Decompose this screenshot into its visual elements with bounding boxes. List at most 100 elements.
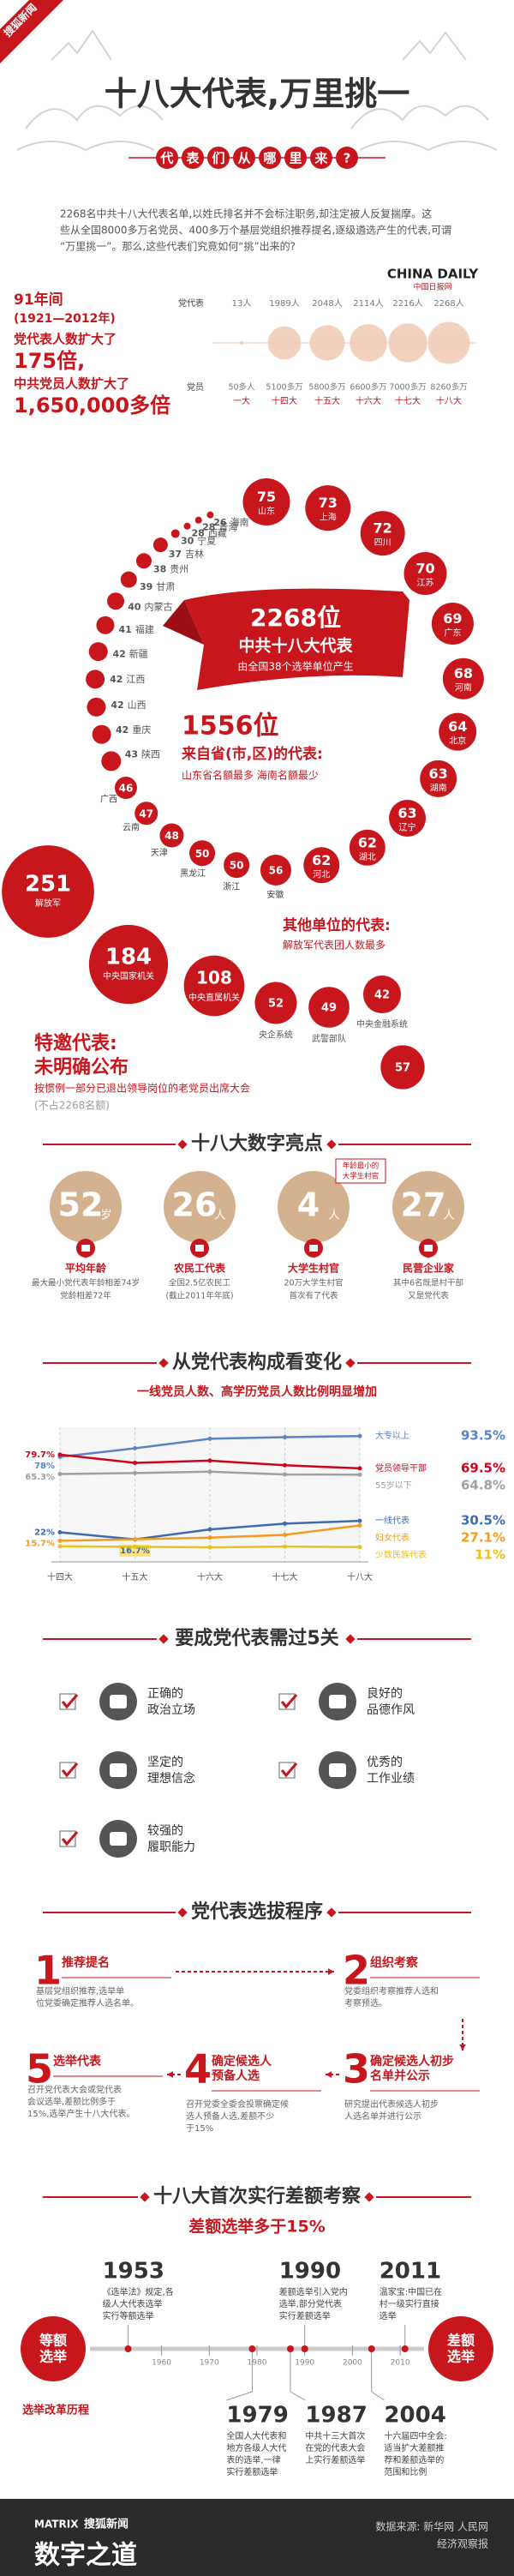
legend-name: 55岁以下 <box>375 1480 412 1491</box>
subtitle-disc <box>284 147 307 169</box>
highlight-disc <box>50 1171 122 1243</box>
value-label: 16.7% <box>120 1546 150 1556</box>
congress-name: 十六大 <box>356 395 381 406</box>
event-year: 2004 <box>384 2403 445 2429</box>
step-text: 会议选举,差额比例多于 <box>27 2096 116 2107</box>
province-name: 辽宁 <box>399 821 416 832</box>
highlight-unit: 人 <box>214 1210 225 1222</box>
subtitle-char: 代 <box>159 151 173 166</box>
checkbox <box>278 1762 296 1779</box>
logo-ribbon <box>0 0 63 63</box>
province-label: 28 青海 <box>202 521 237 533</box>
step-text: 研究提出代表候选人初步 <box>344 2099 439 2110</box>
source-logo-sub: 中国日报网 <box>413 282 451 292</box>
event-text: 《选举法》规定,各 <box>103 2286 174 2297</box>
delegates-count: 2048人 <box>312 298 342 309</box>
x-tick-label: 1980 <box>248 2359 267 2368</box>
province-name: 北京 <box>449 736 466 747</box>
highlight-note: (截止2011年年底) <box>165 1291 233 1301</box>
summary-provincial-desc: 来自省(市,区)的代表: <box>181 745 323 763</box>
header-diamond <box>177 1907 188 1918</box>
highlight-unit: 人 <box>328 1210 339 1222</box>
unit-value: 251 <box>25 872 71 898</box>
timeline-end-text: 选举 <box>39 2349 68 2365</box>
growth-factor: 175倍, <box>14 349 85 373</box>
province-value: 46 <box>119 783 134 795</box>
cloud <box>25 105 164 129</box>
province-value: 73 <box>319 495 338 511</box>
value-label: 27.1% <box>461 1530 505 1546</box>
event-text: 中共十三大首次 <box>305 2430 365 2441</box>
growth-period: 91年间 <box>14 291 63 309</box>
province-name: 陕西 <box>141 748 160 760</box>
step-number: 1 <box>34 1948 62 1994</box>
series-point <box>57 1544 63 1549</box>
step-text: 考察预选。 <box>344 1997 387 2009</box>
header-diamond <box>326 1139 337 1150</box>
event-text: 在党的代表大会 <box>305 2442 365 2453</box>
event-text: 全国人大代表和 <box>226 2430 286 2441</box>
banner <box>184 588 409 690</box>
footer-source: 数据来源: 新华网 人民网 <box>375 2520 488 2533</box>
member-bubble <box>309 325 345 361</box>
section-title: 十八大首次实行差额考察 <box>153 2185 362 2207</box>
highlight-note: 最大最小党代表年龄相差74岁 <box>32 1278 140 1288</box>
province-value: 43 <box>125 749 138 760</box>
highlight-label: 大学生村官 <box>288 1262 339 1275</box>
province-value: 70 <box>415 561 434 577</box>
event-stem <box>226 2349 253 2401</box>
timeline-end <box>428 2316 493 2381</box>
highlight-note: 其中6名既是村干部 <box>393 1278 463 1288</box>
x-tick-label: 十五大 <box>123 1571 148 1582</box>
highlight-icon-glyph <box>81 1245 90 1252</box>
province-name: 内蒙古 <box>145 601 173 613</box>
province-name: 河南 <box>455 682 472 694</box>
series-point <box>133 1544 137 1549</box>
pine <box>51 29 112 61</box>
cloud <box>16 141 155 152</box>
series-point <box>207 1527 212 1532</box>
checkmark <box>280 1762 298 1778</box>
intro-line: 2268名中共十八大代表名单,以姓氏排名并不会标注职务,却注定被人反复揣摩。这 <box>60 207 432 220</box>
event-stem <box>290 2349 306 2401</box>
province-value: 30 <box>181 536 194 547</box>
highlight-icon-glyph <box>424 1245 433 1252</box>
congress-name: 十五大 <box>314 395 340 406</box>
highlight-note: 首次有了代表 <box>289 1291 338 1301</box>
province-name: 湖北 <box>359 852 376 862</box>
province-value: 72 <box>374 520 392 537</box>
invited-status: 未明确公布 <box>34 1056 128 1078</box>
growth-factor: 1,650,000多倍 <box>14 393 170 417</box>
series-point <box>207 1469 212 1474</box>
value-label: 93.5% <box>461 1428 505 1444</box>
highlight-icon-glyph <box>309 1245 318 1252</box>
criteria-text: 较强的 <box>147 1824 183 1838</box>
checkmark <box>280 1694 298 1709</box>
value-label: 22% <box>34 1528 55 1537</box>
reform-subtitle: 差额选举多于15% <box>188 2217 325 2237</box>
checkmark <box>61 1694 79 1709</box>
criteria-icon-glyph <box>329 1763 346 1777</box>
step-text: 基层党组织推荐,选举单 <box>36 1985 124 1997</box>
province-bubble <box>224 852 250 879</box>
highlight-note: 20万大学生村官 <box>284 1278 343 1288</box>
summary-others: 其他单位的代表: <box>283 916 391 934</box>
province-name: 云南 <box>123 822 140 833</box>
header-diamond <box>345 1358 356 1368</box>
province-value: 42 <box>111 700 123 711</box>
summary-provincial: 1556位 <box>182 712 279 742</box>
province-bubble <box>420 760 457 797</box>
province-bubble <box>152 537 168 553</box>
congress-name: 十七大 <box>395 395 421 406</box>
series-point <box>283 1462 287 1468</box>
congress-name: 十八大 <box>436 395 462 406</box>
series-point <box>207 1535 212 1540</box>
province-value: 62 <box>312 852 331 868</box>
subtitle-char: ? <box>344 151 351 166</box>
cloud <box>359 141 498 152</box>
subtitle-disc <box>182 147 204 169</box>
province-bubble <box>101 751 122 772</box>
highlight-label: 农民工代表 <box>173 1262 226 1275</box>
x-tick-label: 十六大 <box>197 1571 223 1582</box>
pine <box>402 31 467 61</box>
